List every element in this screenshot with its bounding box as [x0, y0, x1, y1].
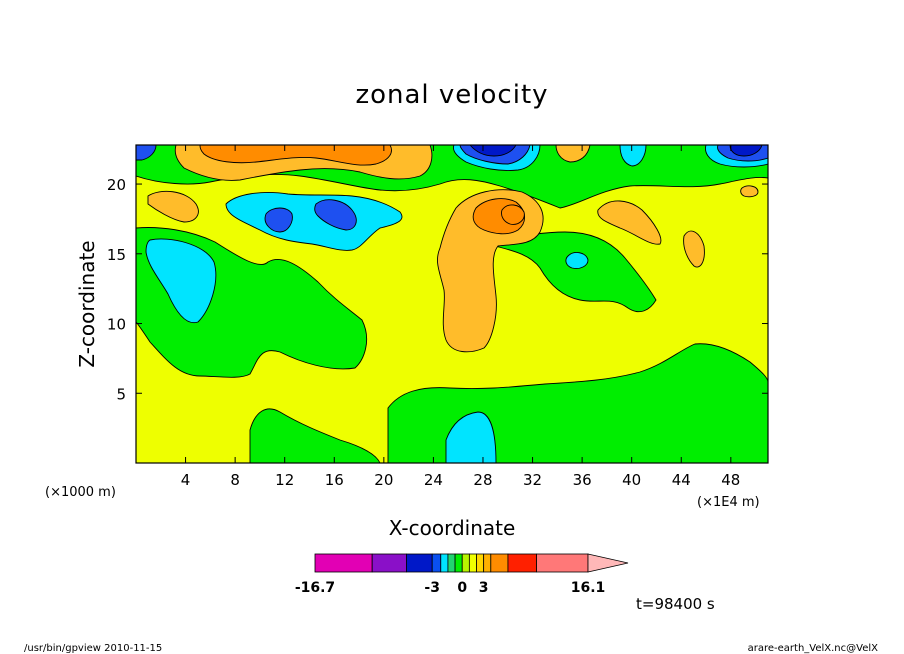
- colorbar-segment: [447, 553, 456, 573]
- field-green-midright: [494, 231, 657, 313]
- field-darkblue-topright: [469, 145, 517, 157]
- x-tick-label: 16: [325, 471, 344, 489]
- colorbar-labels: -16.7 -3 0 3 16.1: [295, 580, 605, 596]
- x-axis: 4 8 12 16 20 24 28 32 36 40 44 48: [181, 145, 740, 489]
- field-blue-center-b: [314, 199, 357, 231]
- y-tick-label: 10: [107, 316, 126, 334]
- x-tick-label: 12: [275, 471, 294, 489]
- colorbar-segment: [440, 553, 449, 573]
- colorbar-segment: [468, 553, 477, 573]
- y-tick-label: 5: [116, 385, 126, 403]
- field-cyan-left: [145, 238, 217, 324]
- x-tick-label: 48: [721, 471, 740, 489]
- field-blue-center-a: [264, 207, 293, 233]
- x-tick-label: 28: [473, 471, 492, 489]
- field-green-bottom: [249, 408, 381, 463]
- field-orange-topleft-core: [199, 145, 392, 166]
- colorbar-segment: [476, 553, 485, 573]
- plot-area: [136, 145, 768, 463]
- field-cyan-top-a: [619, 145, 647, 167]
- colorbar-segment: [490, 553, 509, 573]
- colorbar-segment: [507, 553, 537, 573]
- time-label: t=98400 s: [636, 595, 715, 613]
- colorbar-segment: [536, 553, 589, 573]
- x-tick-label: 40: [622, 471, 641, 489]
- x-tick-label: 20: [374, 471, 393, 489]
- x-axis-title: X-coordinate: [389, 516, 516, 540]
- chart-title: zonal velocity: [355, 80, 548, 110]
- x-tick-label: 44: [672, 471, 691, 489]
- y-tick-label: 20: [107, 176, 126, 194]
- colorbar-segment: [454, 553, 463, 573]
- x-tick-label: 32: [523, 471, 542, 489]
- field-orange-right: [597, 200, 662, 245]
- field-orange-farright: [683, 230, 705, 268]
- field-darkblue-top-b: [729, 145, 763, 157]
- x-tick-label: 24: [424, 471, 443, 489]
- colorbar-tick-label: -3: [424, 580, 440, 596]
- colorbar-segment: [461, 553, 470, 573]
- field-orange-leftbump: [147, 190, 199, 223]
- x-tick-label: 36: [573, 471, 592, 489]
- y-axis: 5 10 15 20: [107, 176, 768, 403]
- colorbar-arrow: [587, 553, 629, 573]
- footer-right: arare-earth_VelX.nc@VelX: [748, 643, 879, 654]
- field-cyan-bottom: [445, 411, 497, 463]
- colorbar-tick-label: -16.7: [295, 580, 335, 596]
- colorbar-tick-label: 3: [479, 580, 489, 596]
- x-unit-left: (×1000 m): [45, 485, 116, 500]
- field-cyan-center: [225, 192, 403, 251]
- y-axis-title: Z-coordinate: [75, 240, 99, 367]
- colorbar-segment: [406, 553, 433, 573]
- colorbar-segment: [314, 553, 373, 573]
- x-tick-label: 8: [230, 471, 240, 489]
- x-tick-label: 4: [181, 471, 191, 489]
- colorbar-segment: [431, 553, 442, 573]
- footer-left: /usr/bin/gpview 2010-11-15: [24, 643, 162, 654]
- field-orange-plume-inner: [501, 204, 525, 225]
- x-unit-right: (×1E4 m): [697, 495, 760, 510]
- colorbar-tick-label: 16.1: [571, 580, 606, 596]
- plot-frame: [135, 144, 769, 464]
- y-tick-label: 15: [107, 246, 126, 264]
- colorbar-tick-label: 0: [457, 580, 467, 596]
- colorbar-segment: [483, 553, 492, 573]
- colorbar: [314, 553, 629, 573]
- colorbar-segment: [371, 553, 407, 573]
- field-cyan-right: [565, 252, 589, 269]
- field-orange-top-small: [555, 145, 591, 163]
- field-orange-tiny: [740, 185, 759, 198]
